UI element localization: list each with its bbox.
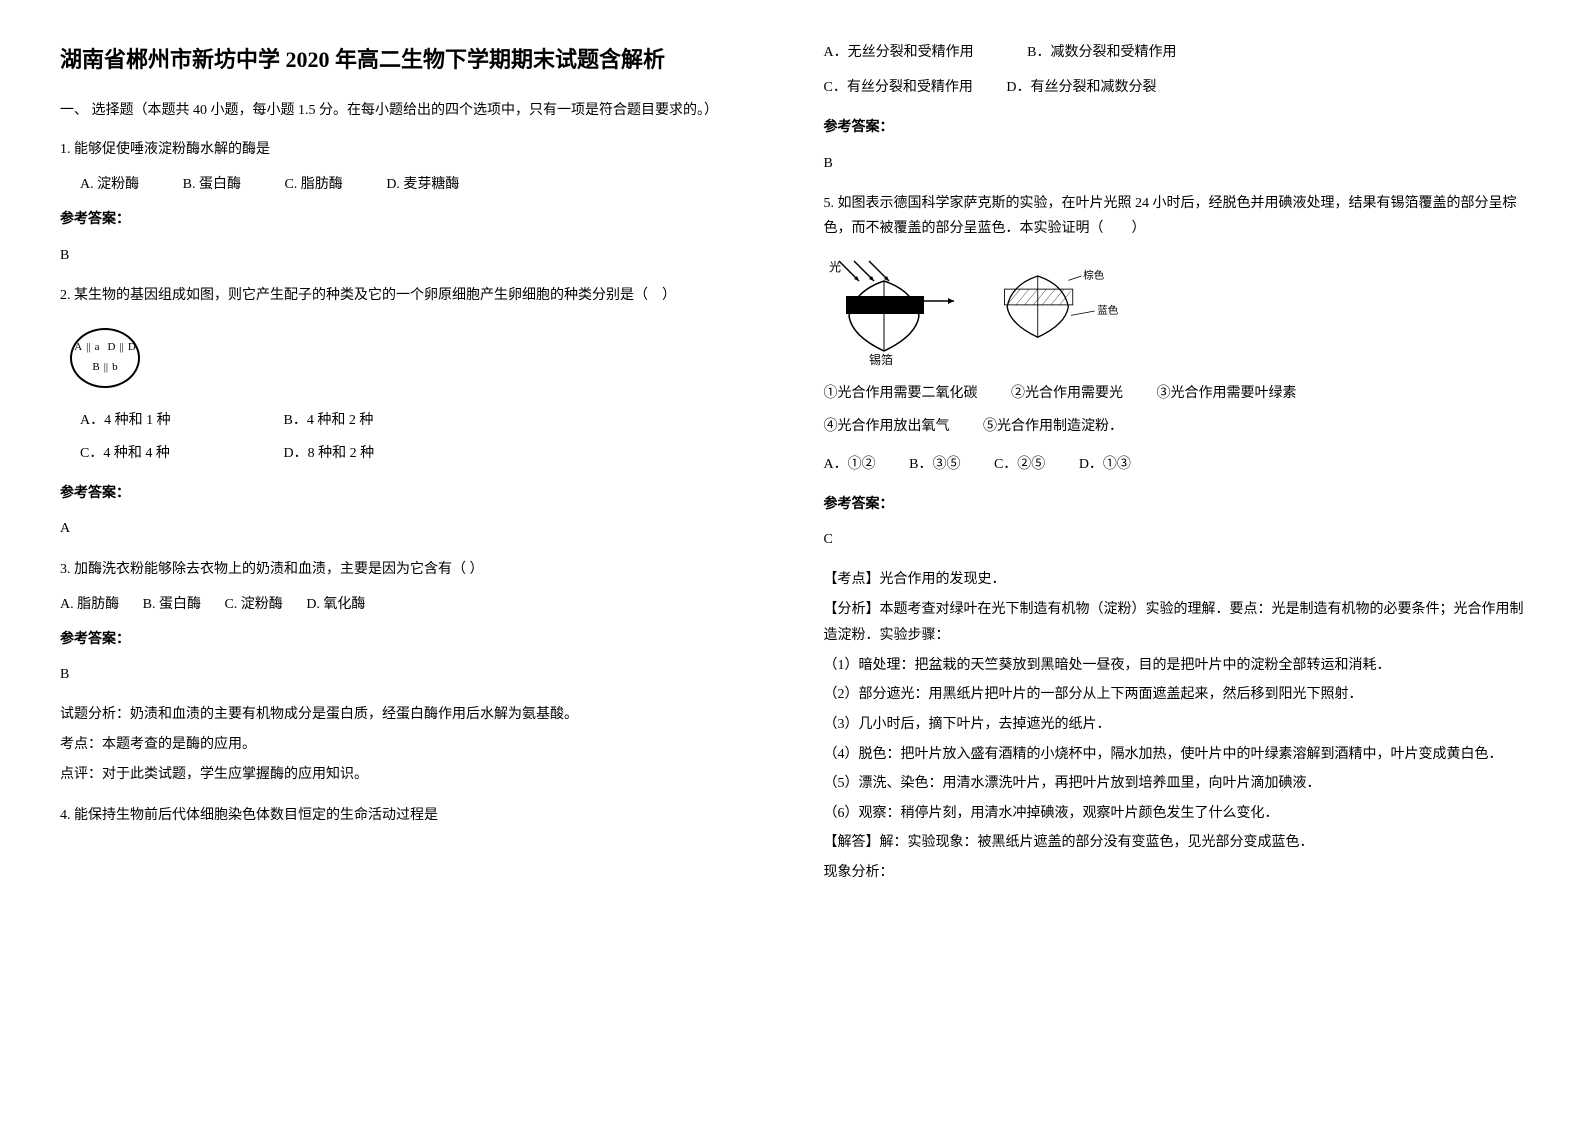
answer-options: A．①② B．③⑤ C．②⑤ D．①③ (824, 452, 1528, 477)
question-5: 5. 如图表示德国科学家萨克斯的实验，在叶片光照 24 小时后，经脱色并用碘液处… (824, 191, 1528, 887)
option-b: B. 蛋白酶 (143, 592, 201, 617)
question-2: 2. 某生物的基因组成如图，则它产生配子的种类及它的一个卵原细胞产生卵细胞的种类… (60, 283, 764, 542)
statement-4: ④光合作用放出氧气 (824, 414, 950, 439)
chromosome-pair: || (119, 338, 123, 358)
answer-value: B (824, 151, 1528, 176)
option-c: C．②⑤ (994, 452, 1045, 477)
question-text: 2. 某生物的基因组成如图，则它产生配子的种类及它的一个卵原细胞产生卵细胞的种类… (60, 283, 764, 308)
chromosome-pair: || (104, 358, 108, 378)
analysis-text: （1）暗处理：把盆栽的天竺葵放到黑暗处一昼夜，目的是把叶片中的淀粉全部转运和消耗… (824, 653, 1528, 680)
answer-value: C (824, 527, 1528, 552)
question-4-options: A．无丝分裂和受精作用 B．减数分裂和受精作用 C．有丝分裂和受精作用 D．有丝… (824, 40, 1528, 176)
allele: A (74, 338, 82, 358)
question-text: 1. 能够促使唾液淀粉酶水解的酶是 (60, 137, 764, 162)
blue-label: 蓝色 (1097, 304, 1119, 317)
allele: D (128, 338, 136, 358)
chromosome-pair: || (86, 338, 90, 358)
question-text: 4. 能保持生物前后代体细胞染色体数目恒定的生命活动过程是 (60, 803, 764, 828)
option-a: A．4 种和 1 种 (80, 408, 280, 433)
brown-label: 棕色 (1083, 269, 1105, 282)
answer-label: 参考答案： (60, 207, 764, 232)
analysis-text: 现象分析： (824, 860, 1528, 887)
question-3: 3. 加酶洗衣粉能够除去衣物上的奶渍和血渍，主要是因为它含有（ ） A. 脂肪酶… (60, 557, 764, 789)
analysis-text: （2）部分遮光：用黑纸片把叶片的一部分从上下两面遮盖起来，然后移到阳光下照射． (824, 682, 1528, 709)
analysis-text: （3）几小时后，摘下叶片，去掉遮光的纸片． (824, 712, 1528, 739)
analysis-text: （4）脱色：把叶片放入盛有酒精的小烧杯中，隔水加热，使叶片中的叶绿素溶解到酒精中… (824, 742, 1528, 769)
option-d: D. 氧化酶 (306, 592, 365, 617)
question-4: 4. 能保持生物前后代体细胞染色体数目恒定的生命活动过程是 (60, 803, 764, 828)
analysis-text: 试题分析：奶渍和血渍的主要有机物成分是蛋白质，经蛋白酶作用后水解为氨基酸。 (60, 702, 764, 729)
allele: D (107, 338, 115, 358)
allele: b (112, 358, 118, 378)
answer-label: 参考答案： (824, 115, 1528, 140)
option-d: D．①③ (1079, 452, 1131, 477)
leaf-result-svg: 棕色 蓝色 (994, 256, 1134, 366)
allele: a (95, 338, 100, 358)
statement-options: ①光合作用需要二氧化碳 ②光合作用需要光 ③光合作用需要叶绿素 ④光合作用放出氧… (824, 381, 1528, 439)
analysis-text: 点评：对于此类试题，学生应掌握酶的应用知识。 (60, 762, 764, 789)
options-row: A. 脂肪酶 B. 蛋白酶 C. 淀粉酶 D. 氧化酶 (60, 592, 764, 617)
analysis-text: （5）漂洗、染色：用清水漂洗叶片，再把叶片放到培养皿里，向叶片滴加碘液． (824, 771, 1528, 798)
statement-1: ①光合作用需要二氧化碳 (824, 381, 978, 406)
statement-3: ③光合作用需要叶绿素 (1157, 381, 1297, 406)
option-d: D．8 种和 2 种 (284, 441, 484, 466)
option-b: B．减数分裂和受精作用 (1027, 40, 1176, 65)
answer-value: B (60, 243, 764, 268)
analysis-text: 考点：本题考查的是酶的应用。 (60, 732, 764, 759)
answer-label: 参考答案： (60, 481, 764, 506)
allele: B (92, 358, 99, 378)
light-label: 光 (829, 260, 841, 274)
question-1: 1. 能够促使唾液淀粉酶水解的酶是 A. 淀粉酶 B. 蛋白酶 C. 脂肪酶 D… (60, 137, 764, 268)
option-a: A. 脂肪酶 (60, 592, 119, 617)
options-block: A．4 种和 1 种 B．4 种和 2 种 C．4 种和 4 种 D．8 种和 … (80, 408, 764, 466)
option-c: C．有丝分裂和受精作用 (824, 75, 973, 100)
analysis-text: 【考点】光合作用的发现史． (824, 567, 1528, 594)
question-text: 5. 如图表示德国科学家萨克斯的实验，在叶片光照 24 小时后，经脱色并用碘液处… (824, 191, 1528, 241)
option-d: D. 麦芽糖酶 (386, 172, 459, 197)
section-header: 一、 选择题（本题共 40 小题，每小题 1.5 分。在每小题给出的四个选项中，… (60, 100, 764, 122)
question-text: 3. 加酶洗衣粉能够除去衣物上的奶渍和血渍，主要是因为它含有（ ） (60, 557, 764, 582)
answer-value: B (60, 662, 764, 687)
statement-5: ⑤光合作用制造淀粉． (983, 414, 1123, 439)
statement-2: ②光合作用需要光 (1011, 381, 1123, 406)
genotype-diagram: A || a D || D B || b (70, 328, 140, 388)
leaf-with-foil-svg: 光 锡箔 (824, 256, 964, 366)
analysis-text: （6）观察：稍停片刻，用清水冲掉碘液，观察叶片颜色发生了什么变化． (824, 801, 1528, 828)
analysis-text: 【分析】本题考查对绿叶在光下制造有机物（淀粉）实验的理解．要点：光是制造有机物的… (824, 597, 1528, 650)
analysis-text: 【解答】解：实验现象：被黑纸片遮盖的部分没有变蓝色，见光部分变成蓝色． (824, 830, 1528, 857)
options-row: A. 淀粉酶 B. 蛋白酶 C. 脂肪酶 D. 麦芽糖酶 (80, 172, 764, 197)
answer-label: 参考答案： (824, 492, 1528, 517)
document-title: 湖南省郴州市新坊中学 2020 年高二生物下学期期末试题含解析 (60, 40, 764, 80)
option-a: A. 淀粉酶 (80, 172, 139, 197)
foil-label: 锡箔 (869, 352, 893, 366)
option-a: A．①② (824, 452, 876, 477)
option-b: B．③⑤ (909, 452, 960, 477)
answer-label: 参考答案： (60, 627, 764, 652)
option-c: C．4 种和 4 种 (80, 441, 280, 466)
option-b: B．4 种和 2 种 (284, 408, 484, 433)
answer-value: A (60, 516, 764, 541)
option-c: C. 淀粉酶 (224, 592, 282, 617)
option-c: C. 脂肪酶 (284, 172, 342, 197)
option-a: A．无丝分裂和受精作用 (824, 40, 974, 65)
leaf-experiment-diagram: 光 锡箔 (824, 256, 1528, 366)
option-b: B. 蛋白酶 (183, 172, 241, 197)
option-d: D．有丝分裂和减数分裂 (1006, 75, 1156, 100)
